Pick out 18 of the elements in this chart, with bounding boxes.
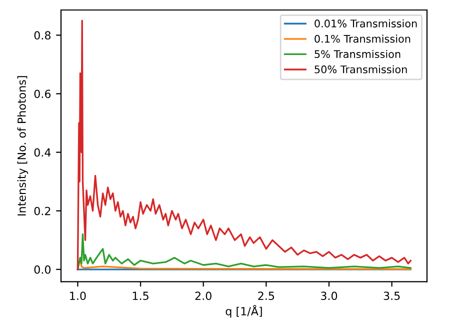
x-tick-label: 3.0 [321,292,338,300]
line-series [76,233,412,270]
x-tick-label: 3.5 [384,292,400,300]
legend-label: 0.1% Transmission [314,34,410,43]
y-tick-label: 0.6 [34,90,51,98]
legend-label: 50% Transmission [314,65,407,74]
x-tick-label: 2.5 [258,292,274,300]
y-tick-label: 0.0 [34,265,51,274]
x-tick-label: 1.5 [132,292,148,300]
y-axis-title: Intensity [No. of Photons] [17,76,28,216]
legend-label: 0.01% Transmission [314,19,417,28]
x-axis-title: q [1/Å] [226,304,262,318]
x-tick-label: 2.0 [195,292,212,300]
y-tick-label: 0.8 [34,31,51,40]
y-tick-label: 0.2 [34,206,50,216]
x-tick-label: 1.0 [70,292,86,300]
y-tick-label: 0.4 [34,148,51,157]
legend-label: 5% Transmission [314,50,400,58]
